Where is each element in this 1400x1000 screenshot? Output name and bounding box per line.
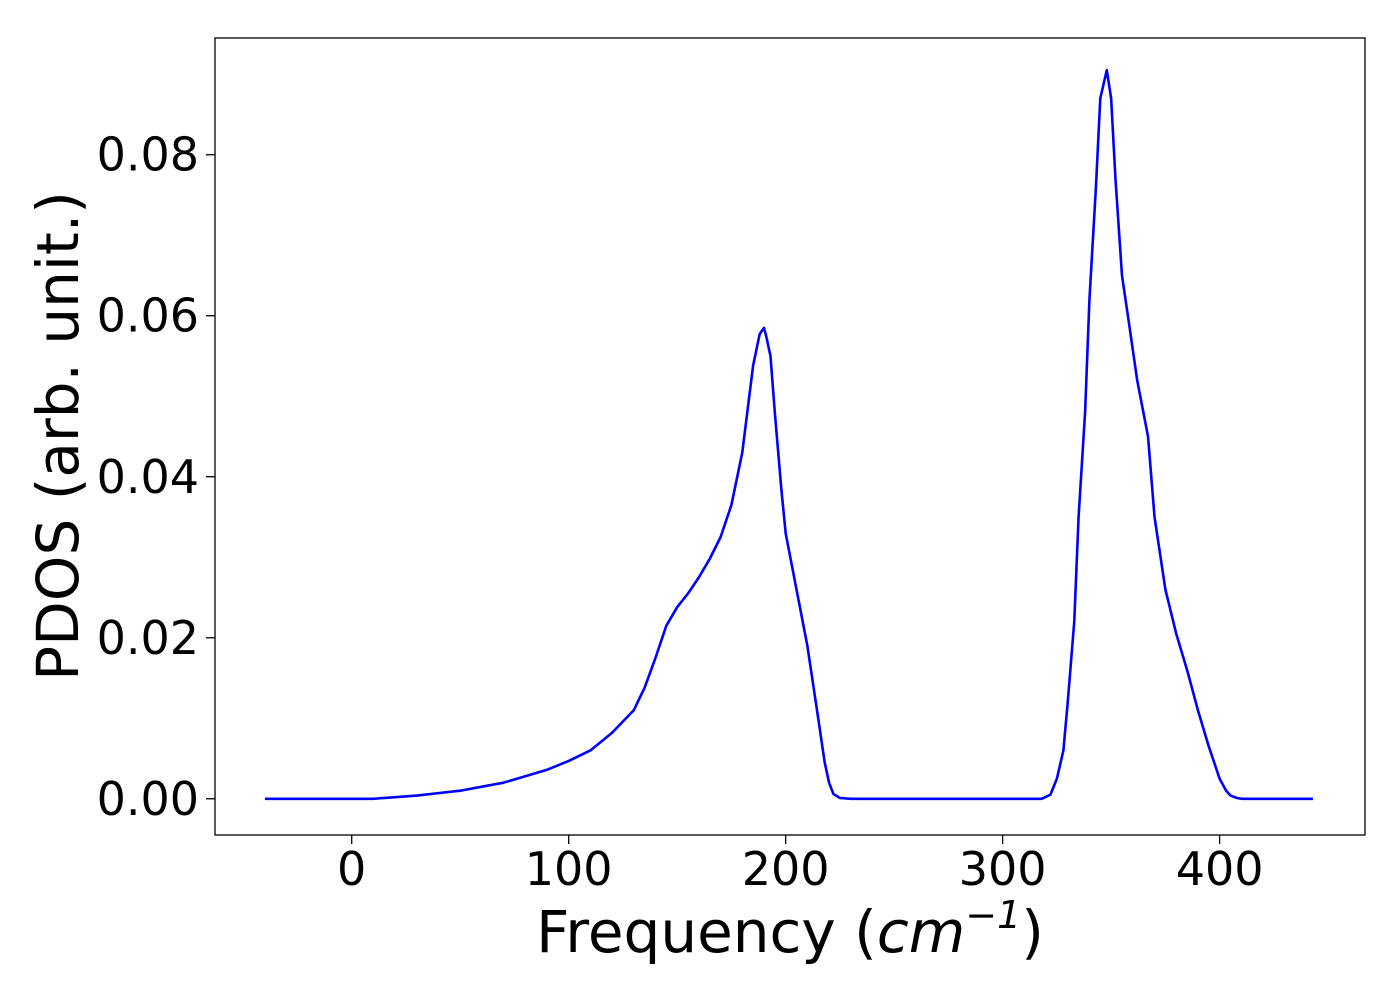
y-tick-label: 0.08 — [97, 128, 199, 182]
y-tick-label: 0.00 — [97, 772, 199, 826]
plot-frame — [214, 37, 1366, 836]
y-tick-label: 0.06 — [97, 289, 199, 343]
x-tick-label: 300 — [959, 842, 1047, 896]
x-tick-label: 0 — [337, 842, 366, 896]
x-tick-label: 400 — [1176, 842, 1264, 896]
x-axis-title-text: Frequency — [536, 898, 836, 966]
x-tick-label: 100 — [525, 842, 613, 896]
y-axis-ticks: 0.00 0.02 0.04 0.06 0.08 — [97, 128, 215, 826]
pdos-line-series-0 — [264, 68, 1313, 801]
y-axis-title: PDOS (arb. unit.) — [24, 191, 92, 681]
x-axis-unit-close: ) — [1021, 898, 1044, 966]
x-axis-unit-base: cm — [877, 898, 965, 966]
y-tick-label: 0.02 — [97, 611, 199, 665]
x-axis-unit-open: ( — [836, 898, 877, 966]
x-axis-unit-exponent: −1 — [965, 893, 1021, 937]
x-axis-title: Frequency (cm−1) — [536, 893, 1044, 966]
x-tick-label: 200 — [742, 842, 830, 896]
y-tick-label: 0.04 — [97, 450, 199, 504]
x-axis-ticks: 0 100 200 300 400 — [337, 835, 1264, 896]
plot-area — [214, 37, 1366, 836]
